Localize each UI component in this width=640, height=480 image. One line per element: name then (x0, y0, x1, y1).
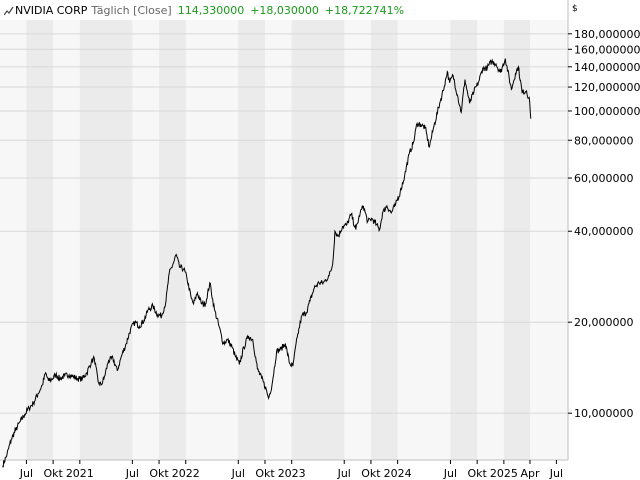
x-tick-label: Okt (149, 467, 169, 480)
y-tick-label: 160,000000 (574, 43, 640, 56)
x-tick-label: Jul (337, 467, 351, 480)
y-tick-label: 140,000000 (574, 61, 640, 74)
change-percent: +18,722741% (324, 4, 405, 17)
time-band (291, 20, 345, 460)
y-tick-label: 180,000000 (574, 28, 640, 41)
y-tick-label: 20,000000 (574, 316, 634, 329)
time-band (503, 20, 530, 460)
price-line (2, 58, 532, 468)
x-tick-label: 2022 (172, 467, 200, 480)
y-axis: 10,000000 20,000000 40,000000 60,000000 80,0… (568, 28, 640, 420)
y-tick-label: 120,000000 (574, 81, 640, 94)
x-axis: Jul Okt 2021 Jul Okt 2022 Jul Okt 2023 Jul Okt 2024… (19, 460, 563, 480)
last-price: 114,330000 (177, 4, 245, 17)
x-tick-label: Apr (520, 467, 540, 480)
currency-label: $ (572, 4, 578, 14)
x-tick-label: 2023 (278, 467, 306, 480)
x-tick-label: Jul (231, 467, 245, 480)
y-tick-label: 80,000000 (574, 134, 634, 147)
x-tick-label: Jul (125, 467, 139, 480)
interval-label: Täglich [Close] (91, 4, 172, 17)
x-tick-label: 2025 (490, 467, 518, 480)
y-tick-label: 10,000000 (574, 407, 634, 420)
x-tick-label: 2024 (384, 467, 412, 480)
x-tick-label: Jul (549, 467, 563, 480)
y-tick-label: 40,000000 (574, 225, 634, 238)
time-band (370, 20, 398, 460)
y-tick-label: 100,000000 (574, 105, 640, 118)
y-tick-label: 60,000000 (574, 172, 634, 185)
time-band (79, 20, 133, 460)
x-tick-label: Jul (443, 467, 457, 480)
x-tick-label: Okt (361, 467, 381, 480)
time-bands (0, 20, 568, 460)
x-tick-label: Okt (43, 467, 63, 480)
x-tick-label: Okt (467, 467, 487, 480)
chart-header: NVIDIA CORP Täglich [Close] 114,330000 +… (4, 4, 410, 17)
symbol-label: NVIDIA CORP (15, 4, 88, 17)
x-tick-label: Jul (19, 467, 33, 480)
x-tick-label: 2021 (66, 467, 94, 480)
line-chart-icon (4, 6, 14, 15)
change-absolute: +18,030000 (250, 4, 319, 17)
time-band (26, 20, 54, 460)
horizontal-gridlines (0, 33, 568, 414)
time-band (159, 20, 186, 460)
x-tick-label: Okt (255, 467, 275, 480)
time-band (238, 20, 265, 460)
plot-frame (0, 0, 569, 461)
time-band (450, 20, 478, 460)
